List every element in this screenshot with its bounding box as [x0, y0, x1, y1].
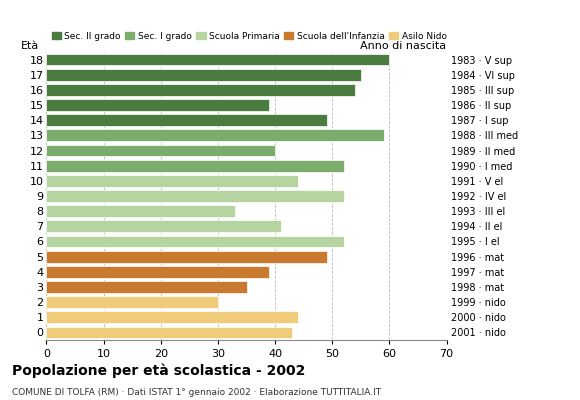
Bar [46, 175, 298, 187]
Bar [46, 145, 275, 156]
Bar [46, 311, 298, 323]
Bar [46, 251, 327, 262]
Bar [46, 54, 389, 66]
Bar [46, 220, 281, 232]
Bar [46, 326, 292, 338]
Bar [46, 205, 235, 217]
Bar [46, 99, 269, 111]
Text: Età: Età [20, 40, 39, 50]
Bar [46, 160, 344, 172]
Text: Anno di nascita: Anno di nascita [361, 40, 447, 50]
Bar [46, 114, 327, 126]
Bar [46, 69, 361, 81]
Bar [46, 130, 384, 141]
Bar [46, 84, 355, 96]
Bar [46, 266, 269, 278]
Bar [46, 296, 218, 308]
Bar [46, 236, 344, 247]
Bar [46, 281, 246, 293]
Text: Popolazione per età scolastica - 2002: Popolazione per età scolastica - 2002 [12, 364, 305, 378]
Text: COMUNE DI TOLFA (RM) · Dati ISTAT 1° gennaio 2002 · Elaborazione TUTTITALIA.IT: COMUNE DI TOLFA (RM) · Dati ISTAT 1° gen… [12, 388, 380, 397]
Bar [46, 190, 344, 202]
Legend: Sec. II grado, Sec. I grado, Scuola Primaria, Scuola dell'Infanzia, Asilo Nido: Sec. II grado, Sec. I grado, Scuola Prim… [51, 31, 448, 42]
